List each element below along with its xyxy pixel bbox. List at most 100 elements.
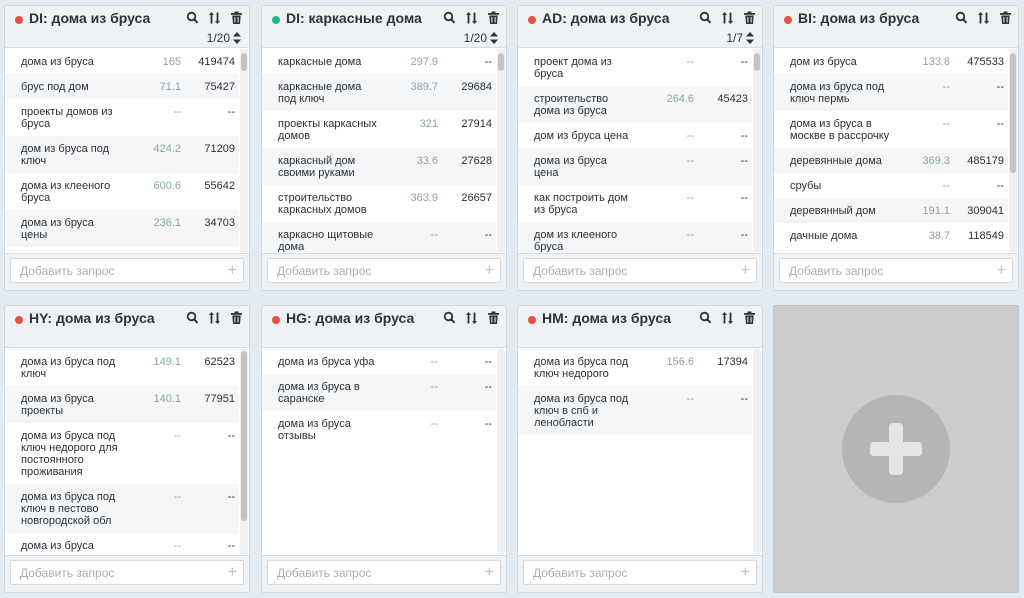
keyword-row[interactable]: проект дома из бруса -- -- bbox=[518, 49, 752, 86]
scrollbar-thumb[interactable] bbox=[754, 53, 760, 71]
sort-icon[interactable] bbox=[208, 11, 221, 25]
keyword-row[interactable]: дома из бруса под ключ недорого для пост… bbox=[5, 423, 239, 484]
plus-icon[interactable]: + bbox=[996, 262, 1006, 279]
trash-icon[interactable] bbox=[999, 11, 1012, 25]
keyword-row[interactable]: дома из бруса под ключ недорого 156.6 1739… bbox=[518, 349, 752, 386]
scrollbar[interactable] bbox=[240, 349, 248, 554]
plus-icon[interactable]: + bbox=[227, 262, 237, 279]
trash-icon[interactable] bbox=[743, 11, 756, 25]
keyword-row[interactable]: дом из клееного бруса -- -- bbox=[518, 222, 752, 252]
keyword-row[interactable]: дома из бруса под ключ в спб и ленобласт… bbox=[518, 386, 752, 435]
keyword-row[interactable]: дома из бруса под ключ пермь -- -- bbox=[774, 74, 1008, 111]
scrollbar[interactable] bbox=[497, 349, 505, 554]
keyword-row[interactable]: дом из бруса 133.8 475533 bbox=[774, 49, 1008, 74]
keyword-row[interactable]: дом из бруса цена -- -- bbox=[518, 123, 752, 148]
sort-arrows-icon[interactable] bbox=[490, 32, 498, 44]
keyword-row[interactable]: строительство каркасных домов 363.9 26657 bbox=[262, 185, 496, 222]
sort-icon[interactable] bbox=[465, 11, 478, 25]
sort-icon[interactable] bbox=[721, 11, 734, 25]
search-icon[interactable] bbox=[443, 11, 456, 25]
keyword-list[interactable]: дома из бруса 165 419474 брус под дом 71.1 75… bbox=[5, 49, 239, 252]
keyword-row[interactable]: дома из бруса под ключ в пестово новгоро… bbox=[5, 484, 239, 533]
keyword-row[interactable]: проекты домов из бруса -- -- bbox=[5, 99, 239, 136]
keyword-row[interactable]: дома из бруса 165 419474 bbox=[5, 49, 239, 74]
keyword-row[interactable]: как построить дом из бруса -- -- bbox=[518, 185, 752, 222]
trash-icon[interactable] bbox=[230, 11, 243, 25]
scrollbar[interactable] bbox=[753, 49, 761, 252]
keyword-row[interactable]: дома из бруса терем -- -- bbox=[5, 533, 239, 554]
keyword-list[interactable]: дома из бруса под ключ 149.1 62523 дома из … bbox=[5, 349, 239, 554]
status-dot bbox=[272, 316, 280, 324]
plus-icon[interactable]: + bbox=[740, 564, 750, 581]
search-icon[interactable] bbox=[186, 11, 199, 25]
plus-icon[interactable]: + bbox=[740, 262, 750, 279]
keyword-row[interactable]: строительство дома из бруса 264.6 45423 bbox=[518, 86, 752, 123]
keyword-list[interactable]: дом из бруса 133.8 475533 дома из бруса под… bbox=[774, 49, 1008, 252]
keyword-row[interactable]: дома из бруса в саранске -- -- bbox=[262, 374, 496, 411]
keyword-row[interactable]: брус под дом 71.1 75427 bbox=[5, 74, 239, 99]
sort-icon[interactable] bbox=[465, 311, 478, 325]
scrollbar[interactable] bbox=[753, 349, 761, 554]
pager[interactable]: 1/7 bbox=[726, 31, 754, 45]
sort-icon[interactable] bbox=[208, 311, 221, 325]
scrollbar-thumb[interactable] bbox=[1010, 53, 1016, 173]
plus-icon[interactable]: + bbox=[227, 564, 237, 581]
search-icon[interactable] bbox=[186, 311, 199, 325]
keyword-row[interactable]: дома из бруса под ключ 149.1 62523 bbox=[5, 349, 239, 386]
scrollbar[interactable] bbox=[1009, 49, 1017, 252]
keyword-row[interactable]: срубы -- -- bbox=[774, 173, 1008, 198]
search-icon[interactable] bbox=[699, 11, 712, 25]
scrollbar-thumb[interactable] bbox=[241, 53, 247, 71]
add-query-input[interactable]: Добавить запрос + bbox=[267, 258, 501, 283]
keyword-competition: -- bbox=[942, 81, 950, 93]
keyword-row[interactable]: дома из бруса цена -- -- bbox=[518, 148, 752, 185]
keyword-row[interactable]: дома из бруса цены 236.1 34703 bbox=[5, 210, 239, 247]
sort-icon[interactable] bbox=[721, 311, 734, 325]
keyword-row[interactable]: дом из бруса под ключ 424.2 71209 bbox=[5, 136, 239, 173]
trash-icon[interactable] bbox=[743, 311, 756, 325]
keyword-row[interactable]: каркасные дома 297.9 -- bbox=[262, 49, 496, 74]
keyword-list[interactable]: дома из бруса уфа -- -- дома из бруса в сар… bbox=[262, 349, 496, 554]
scrollbar-thumb[interactable] bbox=[241, 351, 247, 521]
sort-arrows-icon[interactable] bbox=[233, 32, 241, 44]
add-query-input[interactable]: Добавить запрос + bbox=[10, 560, 244, 585]
plus-icon[interactable]: + bbox=[484, 564, 494, 581]
keyword-list[interactable]: проект дома из бруса -- -- строительство до… bbox=[518, 49, 752, 252]
add-query-input[interactable]: Добавить запрос + bbox=[267, 560, 501, 585]
keyword-row[interactable]: деревянный дом 191.1 309041 bbox=[774, 198, 1008, 223]
trash-icon[interactable] bbox=[487, 311, 500, 325]
keyword-row[interactable]: дома из клееного бруса 600.6 55642 bbox=[5, 173, 239, 210]
add-query-input[interactable]: Добавить запрос + bbox=[10, 258, 244, 283]
keyword-row[interactable]: дома из бруса проекты 140.1 77951 bbox=[5, 386, 239, 423]
keyword-list[interactable]: каркасные дома 297.9 -- каркасные дома под … bbox=[262, 49, 496, 252]
pager[interactable]: 1/20 bbox=[464, 31, 498, 45]
sort-arrows-icon[interactable] bbox=[746, 32, 754, 44]
plus-icon[interactable]: + bbox=[484, 262, 494, 279]
search-icon[interactable] bbox=[699, 311, 712, 325]
trash-icon[interactable] bbox=[487, 11, 500, 25]
keyword-row[interactable]: каркасные дома под ключ 389.7 29684 bbox=[262, 74, 496, 111]
trash-icon[interactable] bbox=[230, 311, 243, 325]
keyword-row[interactable]: проекты каркасных домов 321 27914 bbox=[262, 111, 496, 148]
keyword-row[interactable]: дома из бруса уфа -- -- bbox=[262, 349, 496, 374]
pager[interactable]: 1/20 bbox=[207, 31, 241, 45]
search-icon[interactable] bbox=[443, 311, 456, 325]
add-query-input[interactable]: Добавить запрос + bbox=[523, 258, 757, 283]
keyword-row[interactable]: дома из бруса отзывы -- -- bbox=[262, 411, 496, 448]
add-query-input[interactable]: Добавить запрос + bbox=[523, 560, 757, 585]
sort-icon[interactable] bbox=[977, 11, 990, 25]
keyword-row[interactable]: каркасный дом своими руками 33.6 27628 bbox=[262, 148, 496, 185]
keyword-row[interactable]: каркасно щитовые дома -- -- bbox=[262, 222, 496, 252]
add-panel-tile[interactable] bbox=[773, 305, 1019, 593]
scrollbar-thumb[interactable] bbox=[498, 53, 504, 71]
keyword-row[interactable]: деревянные дома 369.3 485179 bbox=[774, 148, 1008, 173]
big-plus-icon[interactable] bbox=[842, 395, 950, 503]
scrollbar[interactable] bbox=[497, 49, 505, 252]
add-query-input[interactable]: Добавить запрос + bbox=[779, 258, 1013, 283]
scrollbar[interactable] bbox=[240, 49, 248, 252]
keyword-row[interactable]: дачные дома 38.7 118549 bbox=[774, 223, 1008, 248]
keyword-row[interactable]: дома из бруса в москве в рассрочку -- -- bbox=[774, 111, 1008, 148]
keyword-competition: -- bbox=[686, 229, 694, 241]
search-icon[interactable] bbox=[955, 11, 968, 25]
keyword-list[interactable]: дома из бруса под ключ недорого 156.6 1739… bbox=[518, 349, 752, 554]
